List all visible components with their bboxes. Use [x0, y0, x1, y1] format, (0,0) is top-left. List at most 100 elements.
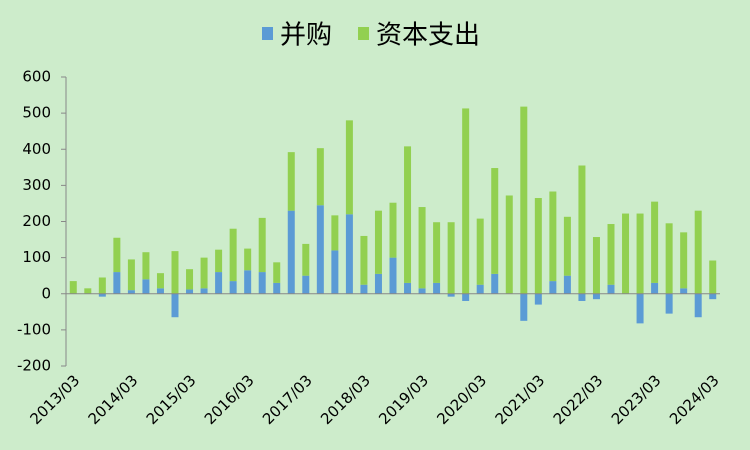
bar: [200, 257, 208, 289]
bar: [651, 282, 659, 294]
bar: [345, 120, 353, 215]
bar: [563, 275, 571, 294]
bar: [433, 222, 441, 283]
x-tick-label: 2016/03: [201, 371, 258, 428]
bar: [200, 288, 208, 294]
bar: [302, 275, 310, 294]
bar: [113, 237, 121, 273]
y-tick-label: 0: [41, 284, 51, 302]
bar: [447, 222, 455, 294]
x-tick-label: 2014/03: [85, 371, 142, 428]
bar: [215, 272, 223, 294]
bar: [186, 269, 194, 290]
bar: [651, 201, 659, 283]
bar: [433, 282, 441, 294]
x-tick-label: 2024/03: [666, 371, 723, 428]
bar: [520, 293, 528, 321]
bar: [84, 288, 92, 294]
bar: [680, 232, 688, 289]
bar: [229, 228, 237, 282]
bar: [491, 168, 499, 274]
bar: [287, 210, 295, 294]
bar: [636, 213, 644, 294]
bar: [273, 282, 281, 294]
bar: [331, 250, 339, 294]
bar: [244, 248, 252, 271]
y-tick-label: 500: [22, 104, 51, 122]
bar: [98, 277, 106, 294]
bar: [316, 205, 324, 294]
bar: [709, 260, 717, 294]
bar: [520, 106, 528, 294]
x-tick-label: 2023/03: [608, 371, 665, 428]
x-tick-label: 2015/03: [143, 371, 200, 428]
bar: [636, 293, 644, 324]
bar: [549, 281, 557, 294]
bar: [607, 224, 615, 285]
bar: [258, 217, 266, 273]
bar: [273, 262, 281, 283]
bar: [316, 148, 324, 206]
bar: [534, 198, 542, 294]
x-tick-label: 2019/03: [375, 371, 432, 428]
legend-label: 并购: [280, 21, 332, 51]
bar: [491, 273, 499, 294]
y-tick-label: -100: [17, 320, 51, 338]
bar: [69, 281, 77, 294]
bar: [215, 249, 223, 273]
x-tick-label: 2013/03: [26, 371, 83, 428]
bar: [622, 213, 630, 294]
bar: [709, 293, 717, 300]
bar: [447, 293, 455, 297]
y-tick-label: 400: [22, 140, 51, 158]
bar: [534, 293, 542, 305]
bar: [505, 195, 513, 294]
legend-label: 资本支出: [376, 21, 480, 51]
bar: [389, 257, 397, 294]
bar: [418, 207, 426, 289]
y-tick-label: 200: [22, 212, 51, 230]
bar: [171, 251, 179, 294]
bar: [404, 146, 412, 283]
bar: [331, 215, 339, 251]
y-tick-label: 100: [22, 248, 51, 266]
x-tick-label: 2017/03: [259, 371, 316, 428]
bar: [694, 293, 702, 318]
bar: [694, 210, 702, 294]
legend-swatch: [358, 27, 370, 40]
x-tick-label: 2020/03: [433, 371, 490, 428]
bar: [171, 293, 179, 318]
bar: [578, 165, 586, 294]
bar: [389, 202, 397, 258]
bar: [476, 284, 484, 294]
bar: [258, 272, 266, 294]
bar: [127, 259, 135, 291]
bar: [665, 223, 673, 294]
bar: [113, 272, 121, 294]
x-tick-label: 2018/03: [317, 371, 374, 428]
bar: [563, 216, 571, 276]
bar: [156, 288, 164, 294]
bar: [360, 284, 368, 294]
bar: [229, 281, 237, 294]
bar: [404, 282, 412, 294]
bar: [127, 290, 135, 294]
bar: [142, 252, 150, 280]
bar: [592, 237, 600, 294]
bar: [142, 279, 150, 294]
x-tick-label: 2021/03: [492, 371, 549, 428]
bar: [302, 243, 310, 276]
bar: [607, 284, 615, 294]
bar: [244, 270, 252, 294]
bar: [578, 293, 586, 301]
bar: [374, 210, 382, 274]
y-tick-label: -200: [17, 357, 51, 375]
bar: [462, 108, 470, 294]
bar: [374, 273, 382, 294]
legend-swatch: [262, 27, 273, 40]
bar: [476, 218, 484, 285]
bar: [156, 273, 164, 289]
bar: [549, 191, 557, 282]
bar: [680, 288, 688, 294]
